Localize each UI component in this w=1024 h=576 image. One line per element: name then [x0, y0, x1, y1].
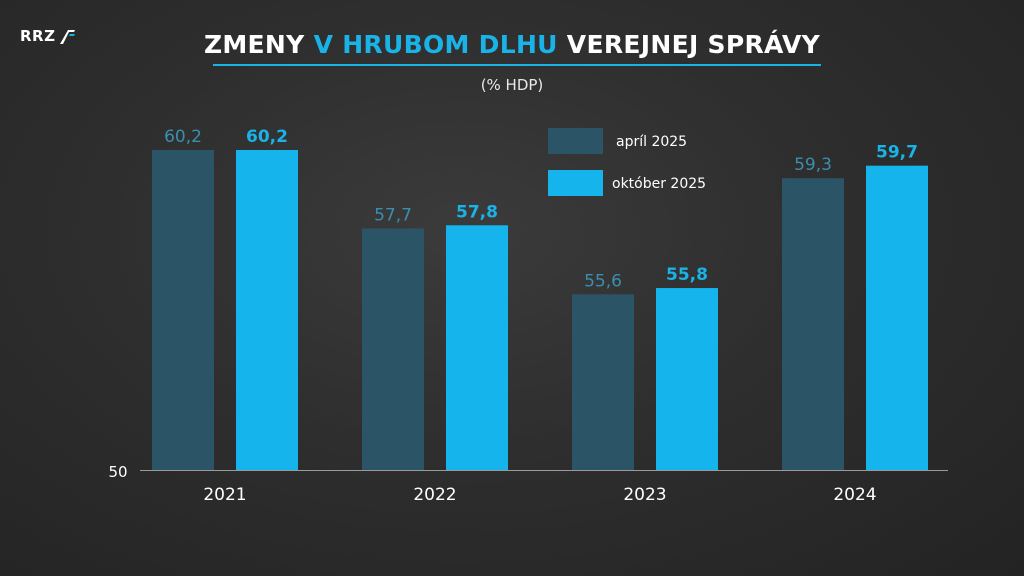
legend-label-april: apríl 2025: [616, 134, 687, 150]
category-label-2023: 2023: [623, 485, 666, 505]
data-label-october-2024: 59,7: [876, 143, 918, 163]
bar-april-2024: [782, 178, 844, 470]
data-label-october-2023: 55,8: [666, 265, 708, 285]
category-label-2021: 2021: [203, 485, 246, 505]
legend-swatch-april: [548, 128, 603, 154]
bar-october-2023: [656, 288, 718, 470]
data-label-october-2021: 60,2: [246, 127, 288, 147]
data-label-april-2023: 55,6: [584, 271, 622, 291]
category-label-2024: 2024: [833, 485, 876, 505]
title-part-3: VEREJNEJ SPRÁVY: [557, 30, 821, 59]
logo: RRZ: [20, 27, 76, 45]
data-label-april-2024: 59,3: [794, 155, 832, 175]
legend-label-october: október 2025: [612, 176, 706, 192]
chart-title: ZMENY V HRUBOM DLHU VEREJNEJ SPRÁVY: [0, 30, 1024, 59]
y-axis-min-label: 50: [108, 463, 127, 481]
bar-october-2022: [446, 225, 508, 470]
title-part-2-highlight: V HRUBOM DLHU: [313, 30, 558, 59]
data-label-april-2022: 57,7: [374, 205, 412, 225]
logo-text: RRZ: [20, 27, 56, 45]
bar-october-2024: [866, 165, 928, 470]
logo-slash-icon: [60, 30, 76, 44]
chart-subtitle: (% HDP): [480, 76, 544, 94]
bar-october-2021: [236, 150, 298, 470]
bar-april-2023: [572, 294, 634, 470]
bar-april-2022: [362, 228, 424, 470]
category-label-2022: 2022: [413, 485, 456, 505]
data-label-october-2022: 57,8: [456, 202, 498, 222]
legend-swatch-october: [548, 170, 603, 196]
bar-april-2021: [152, 150, 214, 470]
title-part-1: ZMENY: [203, 30, 314, 59]
data-label-april-2021: 60,2: [164, 127, 202, 147]
title-underline: [213, 64, 821, 66]
